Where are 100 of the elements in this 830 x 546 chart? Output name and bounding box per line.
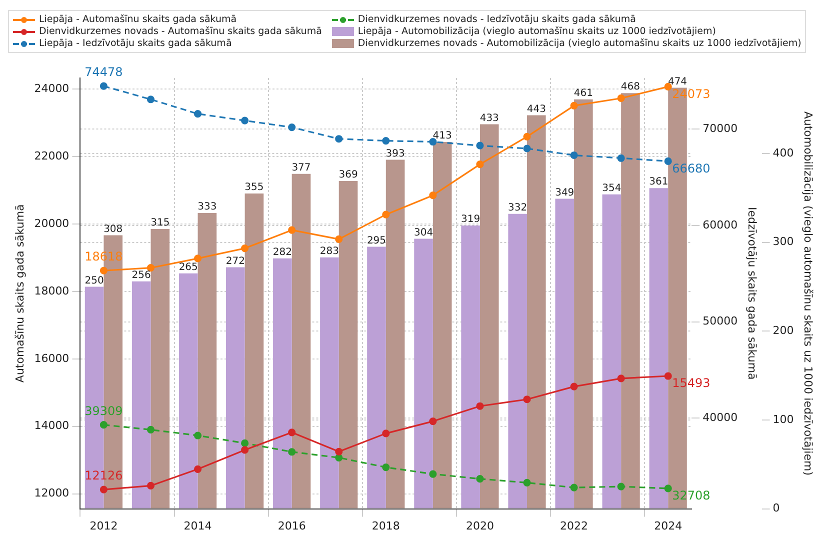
x-tick-label: 2018 xyxy=(372,519,400,532)
bar xyxy=(574,99,593,508)
point xyxy=(382,463,390,472)
bar xyxy=(480,124,499,508)
bar xyxy=(367,246,386,508)
point xyxy=(617,482,625,490)
point xyxy=(617,374,625,382)
point xyxy=(476,475,484,483)
point xyxy=(476,160,484,168)
point xyxy=(429,138,437,146)
point xyxy=(100,82,108,90)
data-label: 377 xyxy=(292,162,311,174)
bar xyxy=(432,142,452,508)
bar xyxy=(132,281,151,508)
data-label: 319 xyxy=(461,214,480,226)
point xyxy=(664,372,672,380)
bar xyxy=(244,193,264,508)
y3-tick-label: 300 xyxy=(772,235,794,248)
y3-tick-label: 0 xyxy=(772,502,780,515)
point xyxy=(523,132,531,140)
y2-tick-label: 60000 xyxy=(702,218,738,232)
data-label: 333 xyxy=(198,202,217,213)
y3-tick-label: 400 xyxy=(772,146,794,160)
bar xyxy=(555,198,574,508)
y2-axis-title: Iedzīvotāju skaits gada sākumā xyxy=(745,207,758,380)
point xyxy=(288,448,296,456)
point xyxy=(194,432,202,440)
point xyxy=(429,470,437,478)
point xyxy=(241,439,249,448)
data-label: 443 xyxy=(526,104,546,115)
data-label: 304 xyxy=(414,227,434,238)
y3-tick-label: 200 xyxy=(772,324,794,338)
y-tick-label: 24000 xyxy=(34,82,70,95)
x-tick-label: 2016 xyxy=(278,519,306,532)
legend-label: Dienvidkurzemes novads - Automašīnu skaits gada sākumā xyxy=(39,26,322,37)
y-tick-label: 12000 xyxy=(34,486,70,500)
bar xyxy=(150,229,170,508)
data-label: 355 xyxy=(244,182,264,194)
bar xyxy=(527,115,546,508)
x-tick-label: 2024 xyxy=(654,519,682,532)
y-tick-label: 18000 xyxy=(34,284,70,298)
bar xyxy=(338,181,358,508)
point xyxy=(146,426,155,434)
data-label: 474 xyxy=(668,76,688,88)
bar xyxy=(386,160,405,508)
point xyxy=(570,151,578,160)
point xyxy=(146,264,155,272)
y2-tick-label: 70000 xyxy=(702,122,738,136)
bar xyxy=(273,258,292,508)
bar xyxy=(320,257,339,508)
y-axis-title: Automašīnu skaits gada sākumā xyxy=(13,204,26,383)
point xyxy=(100,486,108,494)
x-tick-label: 2012 xyxy=(90,519,118,532)
point xyxy=(570,484,578,492)
point xyxy=(429,192,437,200)
bar xyxy=(226,267,245,508)
y-tick-label: 14000 xyxy=(34,419,70,432)
legend-label: Dienvidkurzemes novads - Automobilizācija (vieglo automašīnu skaits uz 1000 iedzīvotājiem) xyxy=(358,38,802,49)
data-label: 39309 xyxy=(84,404,123,418)
y2-tick-label: 40000 xyxy=(702,411,738,424)
point xyxy=(664,157,672,166)
point xyxy=(570,382,578,390)
point xyxy=(288,428,296,436)
y-tick-label: 16000 xyxy=(34,352,70,365)
x-tick-label: 2022 xyxy=(560,519,588,532)
point xyxy=(335,448,343,456)
y3-tick-label: 100 xyxy=(772,412,794,426)
y2-tick-label: 50000 xyxy=(702,314,738,328)
y-tick-label: 22000 xyxy=(34,149,70,162)
point xyxy=(194,254,202,262)
bar xyxy=(292,174,311,508)
point xyxy=(382,210,390,218)
data-label: 295 xyxy=(366,235,386,246)
data-label: 332 xyxy=(508,202,528,214)
point xyxy=(523,144,531,152)
point xyxy=(570,102,578,110)
point xyxy=(523,478,531,486)
data-label: 32708 xyxy=(672,488,710,503)
data-label: 433 xyxy=(480,112,499,124)
point xyxy=(241,244,249,252)
x-tick-label: 2020 xyxy=(466,519,494,532)
data-label: 461 xyxy=(574,88,593,99)
data-label: 256 xyxy=(132,270,151,281)
point xyxy=(146,482,155,490)
data-label: 349 xyxy=(555,187,574,198)
data-label: 12126 xyxy=(84,468,123,483)
data-label: 74478 xyxy=(84,65,123,80)
point xyxy=(335,454,343,462)
legend-label: Dienvidkurzemes novads - Iedzīvotāju skaits gada sākumā xyxy=(358,14,636,25)
bar xyxy=(178,273,198,508)
point xyxy=(476,402,484,410)
point xyxy=(288,124,296,132)
data-label: 468 xyxy=(620,82,640,93)
x-tick-label: 2014 xyxy=(184,519,212,532)
point xyxy=(382,430,390,438)
data-label: 66680 xyxy=(672,161,710,176)
legend-label: Liepāja - Automašīnu skaits gada sākumā xyxy=(39,14,237,25)
legend-label: Liepāja - Automobilizācija (vieglo automašīnu skaits uz 1000 iedzīvotājiem) xyxy=(358,26,716,37)
y-tick-label: 20000 xyxy=(34,216,70,230)
data-label: 308 xyxy=(104,224,123,235)
